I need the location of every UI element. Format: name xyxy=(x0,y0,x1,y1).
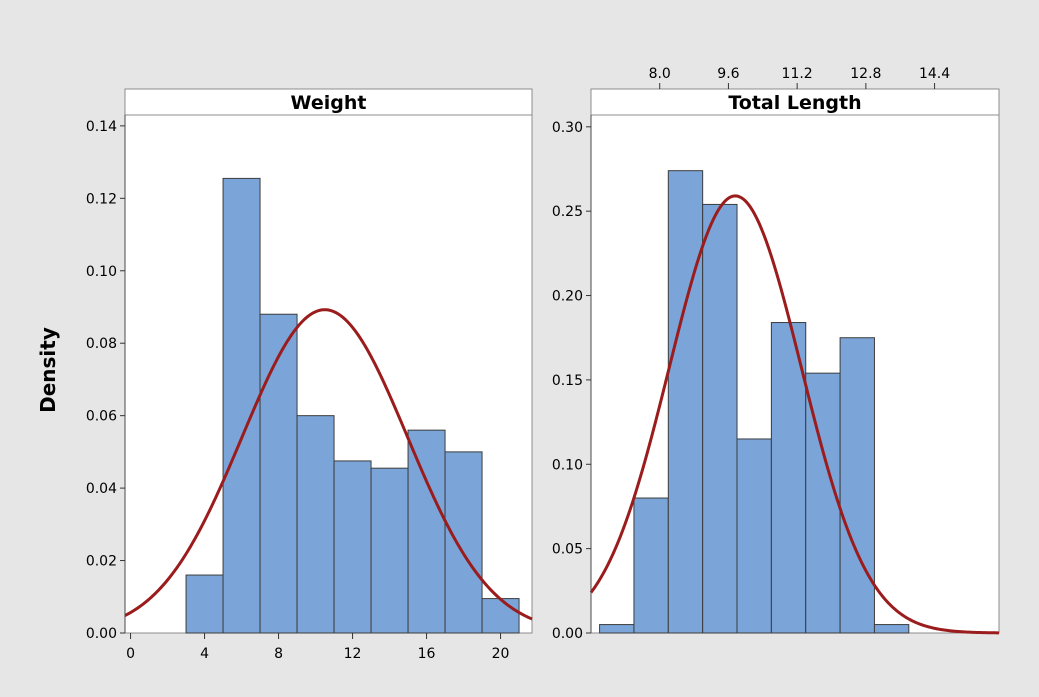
histogram-bar xyxy=(599,624,635,634)
x-tick-label: 20 xyxy=(492,646,510,662)
panel-title: Weight xyxy=(291,92,367,114)
x-tick-label: 0 xyxy=(126,646,135,662)
panel-weight: Weight 0.00 0.02 0.04 0.06 0.08 0.10 0.12 0.14 0 4… xyxy=(86,88,533,662)
x-tick-label: 14.4 xyxy=(919,66,950,82)
histogram-bar xyxy=(296,415,335,634)
histogram-bar xyxy=(370,467,409,634)
x-tick-label: 4 xyxy=(200,646,209,662)
x-tick-label: 8.0 xyxy=(649,66,671,82)
histogram-bar xyxy=(770,322,807,634)
normal-fit-curve xyxy=(124,308,533,621)
x-tick-label: 12.8 xyxy=(850,66,881,82)
y-tick-label: 0.25 xyxy=(552,204,583,220)
x-tick-label: 12 xyxy=(344,646,362,662)
y-axis-label: Density xyxy=(36,327,60,413)
y-tick-label: 0.30 xyxy=(552,120,583,136)
y-tick-label: 0.12 xyxy=(86,191,117,207)
normal-fit-curve xyxy=(589,194,1000,635)
y-tick-label: 0.00 xyxy=(552,626,583,642)
histogram-bar xyxy=(873,624,910,634)
y-tick-label: 0.15 xyxy=(552,373,583,389)
histogram-bar xyxy=(633,497,669,634)
y-tick-label: 0.02 xyxy=(86,554,117,570)
histogram-bar xyxy=(667,170,704,634)
histogram-bar xyxy=(444,451,483,634)
y-tick-label: 0.08 xyxy=(86,336,117,352)
histogram-bar xyxy=(333,460,372,634)
histogram-bar xyxy=(185,574,224,634)
panel-title: Total Length xyxy=(728,92,861,114)
panel-total-length: Total Length 0.00 0.05 0.10 0.15 0.20 0.25 0.30… xyxy=(552,66,1000,642)
y-tick-label: 0.20 xyxy=(552,289,583,305)
x-tick-label: 8 xyxy=(274,646,283,662)
y-tick-label: 0.14 xyxy=(86,119,117,135)
y-tick-label: 0.00 xyxy=(86,626,117,642)
x-tick-label: 9.6 xyxy=(717,66,739,82)
histogram-bar xyxy=(259,313,298,634)
x-tick-label: 11.2 xyxy=(782,66,813,82)
x-tick-label: 16 xyxy=(418,646,436,662)
histogram-bar xyxy=(481,598,520,634)
histogram-bar xyxy=(702,203,738,634)
y-tick-label: 0.10 xyxy=(86,264,117,280)
y-tick-label: 0.10 xyxy=(552,457,583,473)
histogram-bar xyxy=(805,372,841,634)
y-tick-label: 0.05 xyxy=(552,542,583,558)
histogram-bar xyxy=(736,438,772,634)
histogram-bar xyxy=(407,429,446,634)
histogram-bar xyxy=(839,337,875,634)
y-tick-label: 0.04 xyxy=(86,481,117,497)
y-tick-label: 0.06 xyxy=(86,409,117,425)
